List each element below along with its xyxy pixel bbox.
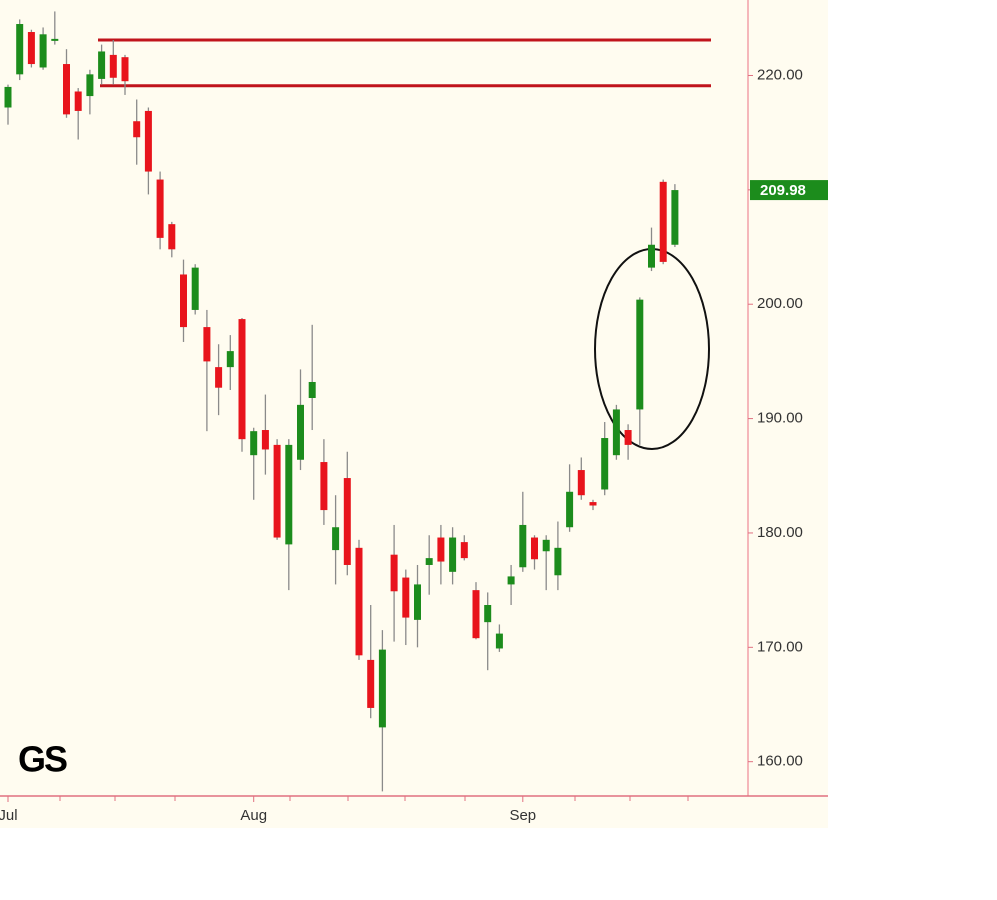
candle-body [437, 537, 445, 562]
y-tick-label: 180.00 [757, 524, 803, 541]
candle-body [168, 224, 176, 250]
candle-body [601, 438, 609, 490]
candle-body [51, 38, 59, 41]
candle-body [659, 181, 667, 262]
candle-body [285, 444, 293, 545]
candle-body [355, 547, 363, 656]
candle-body [144, 110, 152, 172]
candle-body [624, 430, 632, 445]
candle-body [612, 409, 620, 456]
candle-body [261, 430, 269, 450]
x-tick-label: Sep [509, 807, 536, 824]
candle-body [378, 649, 386, 728]
candle-body [589, 502, 597, 506]
candle-body [367, 659, 375, 708]
candle-body [98, 51, 106, 79]
candle-body [121, 57, 129, 82]
last-price-label: 209.98 [760, 182, 806, 199]
candle-body [519, 524, 527, 568]
y-tick-label: 190.00 [757, 410, 803, 427]
candle-body [320, 462, 328, 511]
candle-body [180, 274, 187, 328]
candle-body [636, 299, 644, 410]
x-tick-label: Jul [0, 807, 18, 824]
candle-body [308, 381, 316, 398]
candle-body [390, 554, 398, 592]
candle-body [226, 351, 234, 368]
y-tick-label: 160.00 [757, 753, 803, 770]
candle-body [215, 367, 223, 388]
candle-body [4, 86, 12, 108]
y-tick-label: 220.00 [757, 66, 803, 83]
candle-body [74, 91, 82, 111]
candle-body [531, 537, 538, 560]
candle-body [250, 431, 258, 456]
last-price-box [750, 180, 828, 201]
x-minor-ticks [59, 796, 689, 801]
candle-body [577, 470, 585, 496]
x-tick-label: Aug [240, 807, 267, 824]
candle-body [273, 444, 281, 538]
plot-background [0, 0, 828, 828]
candle-body [133, 121, 141, 138]
candle-body [86, 74, 94, 97]
candle-body [156, 179, 164, 238]
candle-body [648, 244, 655, 268]
candle-body [402, 577, 410, 618]
candle-body [414, 584, 421, 620]
y-tick-label: 170.00 [757, 638, 803, 655]
candle-body [542, 539, 550, 552]
y-tick-label: 200.00 [757, 295, 803, 312]
candle-body [472, 590, 480, 639]
candle-body [238, 319, 246, 440]
candle-body [191, 267, 199, 310]
candle-body [343, 478, 351, 565]
candle-body [449, 537, 457, 572]
candle-body [495, 633, 503, 649]
candle-body [109, 54, 117, 78]
candle-body [484, 605, 492, 623]
candle-body [554, 547, 562, 576]
candle-body [16, 24, 24, 75]
candle-body [460, 542, 468, 559]
candle-body [507, 576, 515, 585]
candle-body [566, 491, 574, 528]
chart-title: GS [18, 739, 67, 780]
candle-body [332, 527, 340, 551]
candle-body [425, 558, 433, 565]
candle-body [63, 64, 70, 115]
candle-body [297, 404, 304, 460]
candle-body [203, 327, 211, 362]
candle-body [39, 34, 47, 68]
candle-body [27, 32, 35, 65]
candle-body [671, 190, 679, 245]
